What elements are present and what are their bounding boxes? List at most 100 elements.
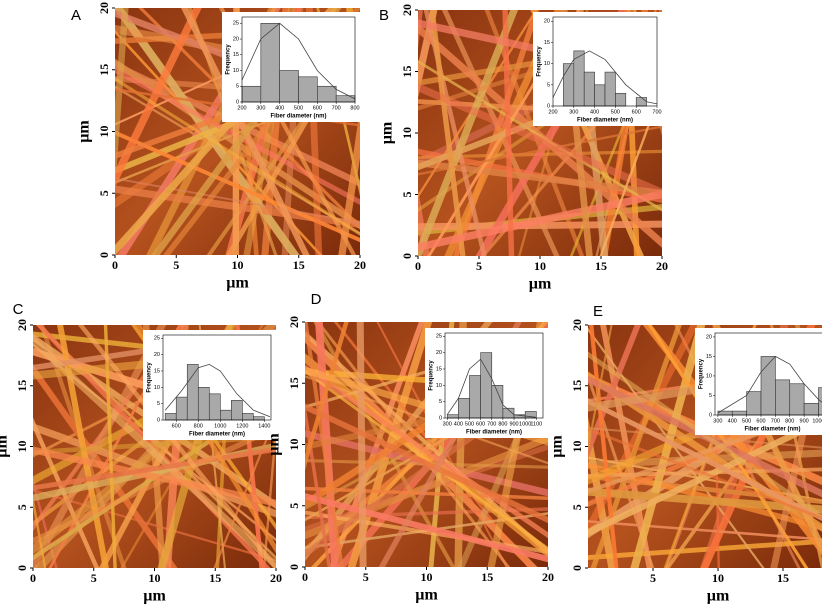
image-x-tick-label: 20 bbox=[270, 571, 282, 585]
bar bbox=[242, 413, 254, 421]
fiber bbox=[33, 494, 47, 568]
bar bbox=[298, 76, 318, 103]
fiber bbox=[376, 322, 508, 567]
image-y-label: µm bbox=[266, 433, 283, 456]
x-tick-label: 500 bbox=[465, 421, 474, 427]
fiber bbox=[213, 413, 276, 568]
image-y-tick-label: 5 bbox=[570, 504, 584, 510]
y-tick-label: 20 bbox=[436, 350, 442, 356]
image-y-tick-label: 5 bbox=[287, 503, 301, 509]
plot-frame bbox=[444, 332, 544, 419]
x-tick-label: 600 bbox=[756, 418, 765, 424]
bar bbox=[563, 63, 575, 107]
x-axis-label: Fiber diameter (nm) bbox=[744, 427, 800, 433]
image-x-tick-label: 5 bbox=[650, 571, 656, 585]
y-tick-label: 0 bbox=[439, 415, 442, 421]
y-tick-label: 20 bbox=[154, 352, 160, 358]
y-tick-label: 15 bbox=[436, 366, 442, 372]
image-y-label: µm bbox=[379, 121, 396, 144]
fiber bbox=[418, 59, 662, 212]
x-tick-label: 800 bbox=[194, 423, 203, 429]
image-x-tick-label: 0 bbox=[415, 259, 421, 273]
image-x-tick-label: 0 bbox=[302, 570, 308, 584]
x-tick-label: 700 bbox=[487, 421, 496, 427]
image-y-tick-label: 0 bbox=[570, 565, 584, 571]
bar bbox=[446, 414, 459, 419]
fiber bbox=[370, 0, 378, 265]
image-x-tick-label: 20 bbox=[656, 259, 668, 273]
x-tick-label: 300 bbox=[256, 105, 265, 111]
image-x-tick-label: 10 bbox=[712, 571, 724, 585]
fiber bbox=[418, 189, 430, 256]
fiber bbox=[642, 325, 822, 556]
image-x-tick-label: 15 bbox=[595, 259, 607, 273]
y-axis-label: Frequency bbox=[699, 358, 705, 389]
y-tick-label: 25 bbox=[154, 336, 160, 342]
fiber bbox=[588, 325, 641, 459]
y-tick-label: 15 bbox=[233, 52, 239, 58]
y-tick-label: 25 bbox=[436, 334, 442, 340]
plot-frame bbox=[552, 16, 658, 107]
bar bbox=[231, 400, 243, 421]
image-y-label: µm bbox=[76, 120, 93, 143]
y-tick-label: 5 bbox=[547, 82, 550, 88]
bar bbox=[458, 398, 470, 419]
fit-curve bbox=[446, 358, 537, 418]
image-y-tick-label: 15 bbox=[400, 66, 414, 78]
y-tick-label: 0 bbox=[547, 103, 550, 109]
image-x-tick-label: 5 bbox=[91, 571, 97, 585]
image-x-tick-label: 5 bbox=[363, 570, 369, 584]
y-tick-label: 15 bbox=[706, 354, 712, 360]
y-tick-label: 5 bbox=[709, 393, 712, 399]
fiber bbox=[305, 364, 548, 539]
bar bbox=[746, 391, 762, 416]
fiber bbox=[588, 427, 822, 449]
bar bbox=[731, 410, 747, 416]
y-tick-label: 10 bbox=[706, 373, 712, 379]
image-x-tick-label: 10 bbox=[534, 259, 546, 273]
fiber bbox=[305, 322, 349, 471]
x-tick-label: 900 bbox=[800, 418, 809, 424]
y-tick-label: 10 bbox=[154, 385, 160, 391]
fiber bbox=[418, 190, 662, 252]
bar bbox=[208, 393, 221, 421]
bar bbox=[583, 71, 595, 107]
image-y-tick-label: 0 bbox=[400, 253, 414, 259]
y-tick-label: 5 bbox=[236, 84, 239, 90]
fiber bbox=[115, 177, 360, 224]
image-x-tick-label: 15 bbox=[481, 570, 493, 584]
y-tick-label: 15 bbox=[544, 40, 550, 46]
bar bbox=[241, 85, 262, 103]
x-tick-label: 1000 bbox=[214, 423, 226, 429]
fiber bbox=[115, 8, 129, 190]
bar bbox=[335, 95, 356, 103]
x-tick-label: 600 bbox=[476, 421, 485, 427]
image-y-tick-label: 20 bbox=[15, 319, 29, 331]
fiber bbox=[305, 369, 548, 551]
panel-label: D bbox=[311, 291, 322, 308]
image-y-tick-label: 0 bbox=[287, 564, 301, 570]
image-x-tick-label: 15 bbox=[777, 571, 789, 585]
fiber bbox=[418, 83, 662, 197]
x-tick-label: 700 bbox=[652, 109, 661, 115]
y-tick-label: 0 bbox=[157, 417, 160, 423]
y-tick-label: 20 bbox=[233, 36, 239, 42]
x-tick-label: 400 bbox=[590, 109, 599, 115]
x-axis-label: Fiber diameter (nm) bbox=[270, 114, 326, 120]
y-tick-label: 5 bbox=[157, 401, 160, 407]
bar bbox=[594, 84, 606, 107]
image-x-tick-label: 0 bbox=[112, 258, 118, 272]
image-x-tick-label: 10 bbox=[149, 571, 161, 585]
inset-background bbox=[143, 330, 276, 440]
image-y-label: µm bbox=[549, 435, 566, 458]
image-y-tick-label: 10 bbox=[97, 126, 111, 138]
x-tick-label: 1400 bbox=[258, 423, 270, 429]
x-tick-label: 600 bbox=[632, 109, 641, 115]
y-tick-label: 15 bbox=[154, 368, 160, 374]
bar bbox=[615, 92, 627, 107]
image-x-tick-label: 15 bbox=[293, 258, 305, 272]
bar bbox=[175, 396, 188, 421]
x-tick-label: 200 bbox=[237, 105, 246, 111]
x-tick-label: 1000 bbox=[519, 421, 531, 427]
